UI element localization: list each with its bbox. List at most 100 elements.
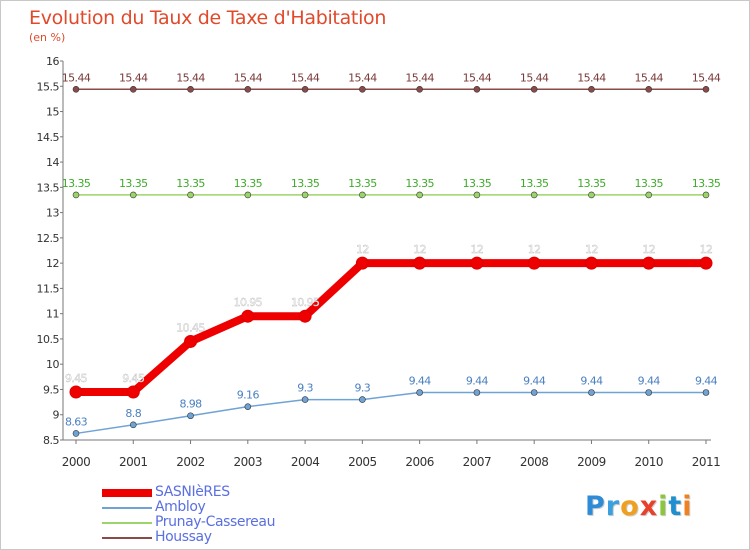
data-label: 9.3: [297, 382, 313, 395]
data-point: [244, 403, 252, 410]
data-label: 15.44: [405, 71, 434, 84]
data-label: 15.44: [119, 71, 148, 84]
data-label: 13.35: [634, 177, 663, 190]
data-label: 13.35: [520, 177, 549, 190]
data-point: [416, 191, 423, 199]
data-point: [588, 85, 595, 93]
brand-letter: i: [682, 491, 693, 522]
data-label: 13.35: [291, 177, 320, 190]
data-point: [72, 430, 80, 437]
x-tick-label: 2003: [234, 455, 263, 469]
y-tick-label: 11: [46, 308, 59, 321]
data-point: [413, 256, 427, 270]
data-point: [702, 191, 710, 199]
data-point: [470, 256, 484, 270]
chart-unit: (en %): [29, 31, 66, 44]
data-label: 13.35: [577, 177, 606, 190]
data-point: [359, 396, 366, 403]
data-point: [241, 309, 255, 323]
data-label: 15.44: [234, 71, 263, 84]
data-point: [527, 256, 541, 270]
data-label: 15.44: [577, 71, 606, 84]
data-point: [301, 191, 309, 199]
data-point: [642, 256, 656, 270]
x-tick-label: 2009: [577, 455, 606, 469]
brand-letter: i: [658, 491, 669, 522]
brand-letter: o: [620, 491, 640, 522]
brand-logo: Proxiti: [585, 491, 693, 522]
data-point: [301, 85, 309, 93]
data-label: 13.35: [62, 177, 91, 190]
x-tick-label: 2004: [291, 455, 320, 469]
data-point: [359, 85, 366, 93]
data-point: [645, 389, 653, 396]
data-point: [244, 191, 252, 199]
data-point: [129, 85, 137, 93]
data-point: [184, 334, 198, 348]
data-point: [129, 191, 137, 199]
data-label: 13.35: [463, 177, 492, 190]
y-tick-label: 16: [46, 55, 59, 68]
data-label: 13.35: [234, 177, 263, 190]
x-tick-label: 2010: [634, 455, 663, 469]
data-point: [69, 385, 83, 399]
series-lines: [69, 85, 713, 437]
data-label: 12: [356, 243, 369, 256]
data-label: 9.44: [695, 374, 718, 387]
x-tick-label: 2001: [119, 455, 148, 469]
series-line: [75, 391, 707, 435]
data-label: 9.44: [523, 374, 546, 387]
legend-item-prunay-cassereau: Prunay-Cassereau: [102, 515, 362, 530]
brand-letter: t: [668, 491, 683, 522]
legend-swatch-sasnieres: [102, 489, 152, 497]
data-point: [645, 191, 653, 199]
data-point: [355, 256, 369, 270]
data-label: 15.44: [62, 71, 91, 84]
data-point: [129, 421, 137, 429]
legend-swatch-prunay-cassereau: [102, 522, 152, 524]
data-point: [588, 389, 595, 396]
legend-item-houssay: Houssay: [102, 530, 362, 545]
data-label: 9.44: [580, 374, 603, 387]
data-label: 15.44: [176, 71, 205, 84]
data-point: [530, 191, 538, 199]
data-point: [187, 191, 194, 199]
y-tick-label: 13: [46, 207, 59, 220]
data-label: 9.44: [466, 374, 489, 387]
legend-item-sasnieres: SASNIèRES: [102, 485, 362, 500]
data-point: [702, 85, 710, 93]
data-point: [473, 85, 481, 93]
data-label: 10.95: [291, 296, 320, 309]
legend-swatch-ambloy: [102, 507, 152, 509]
y-tick-label: 11.5: [37, 282, 60, 295]
data-label: 9.44: [638, 374, 661, 387]
data-point: [187, 412, 194, 420]
data-point: [473, 191, 481, 199]
x-tick-label: 2006: [405, 455, 434, 469]
x-tick-label: 2002: [176, 455, 205, 469]
data-label: 8.63: [65, 415, 88, 428]
data-label: 12: [700, 243, 713, 256]
data-point: [72, 85, 80, 93]
legend-swatch-houssay: [102, 537, 152, 539]
x-tick-label: 2007: [463, 455, 492, 469]
data-label: 12: [528, 243, 541, 256]
data-label: 13.35: [405, 177, 434, 190]
data-point: [126, 385, 140, 399]
y-tick-label: 12.5: [37, 232, 60, 245]
axes: 8.599.51010.51111.51212.51313.51414.5151…: [37, 55, 721, 469]
legend-item-ambloy: Ambloy: [102, 500, 362, 515]
y-tick-label: 10: [46, 358, 59, 371]
x-tick-label: 2008: [520, 455, 549, 469]
data-label: 12: [413, 243, 426, 256]
x-tick-label: 2000: [62, 455, 91, 469]
brand-letter: P: [585, 491, 606, 522]
legend: SASNIèRES Ambloy Prunay-Cassereau Houssa…: [102, 485, 362, 545]
y-tick-label: 15: [46, 106, 59, 119]
series-line: [72, 259, 710, 396]
data-label: 15.44: [463, 71, 492, 84]
data-point: [588, 191, 595, 199]
data-label: 15.44: [291, 71, 320, 84]
data-label: 10.95: [234, 296, 263, 309]
